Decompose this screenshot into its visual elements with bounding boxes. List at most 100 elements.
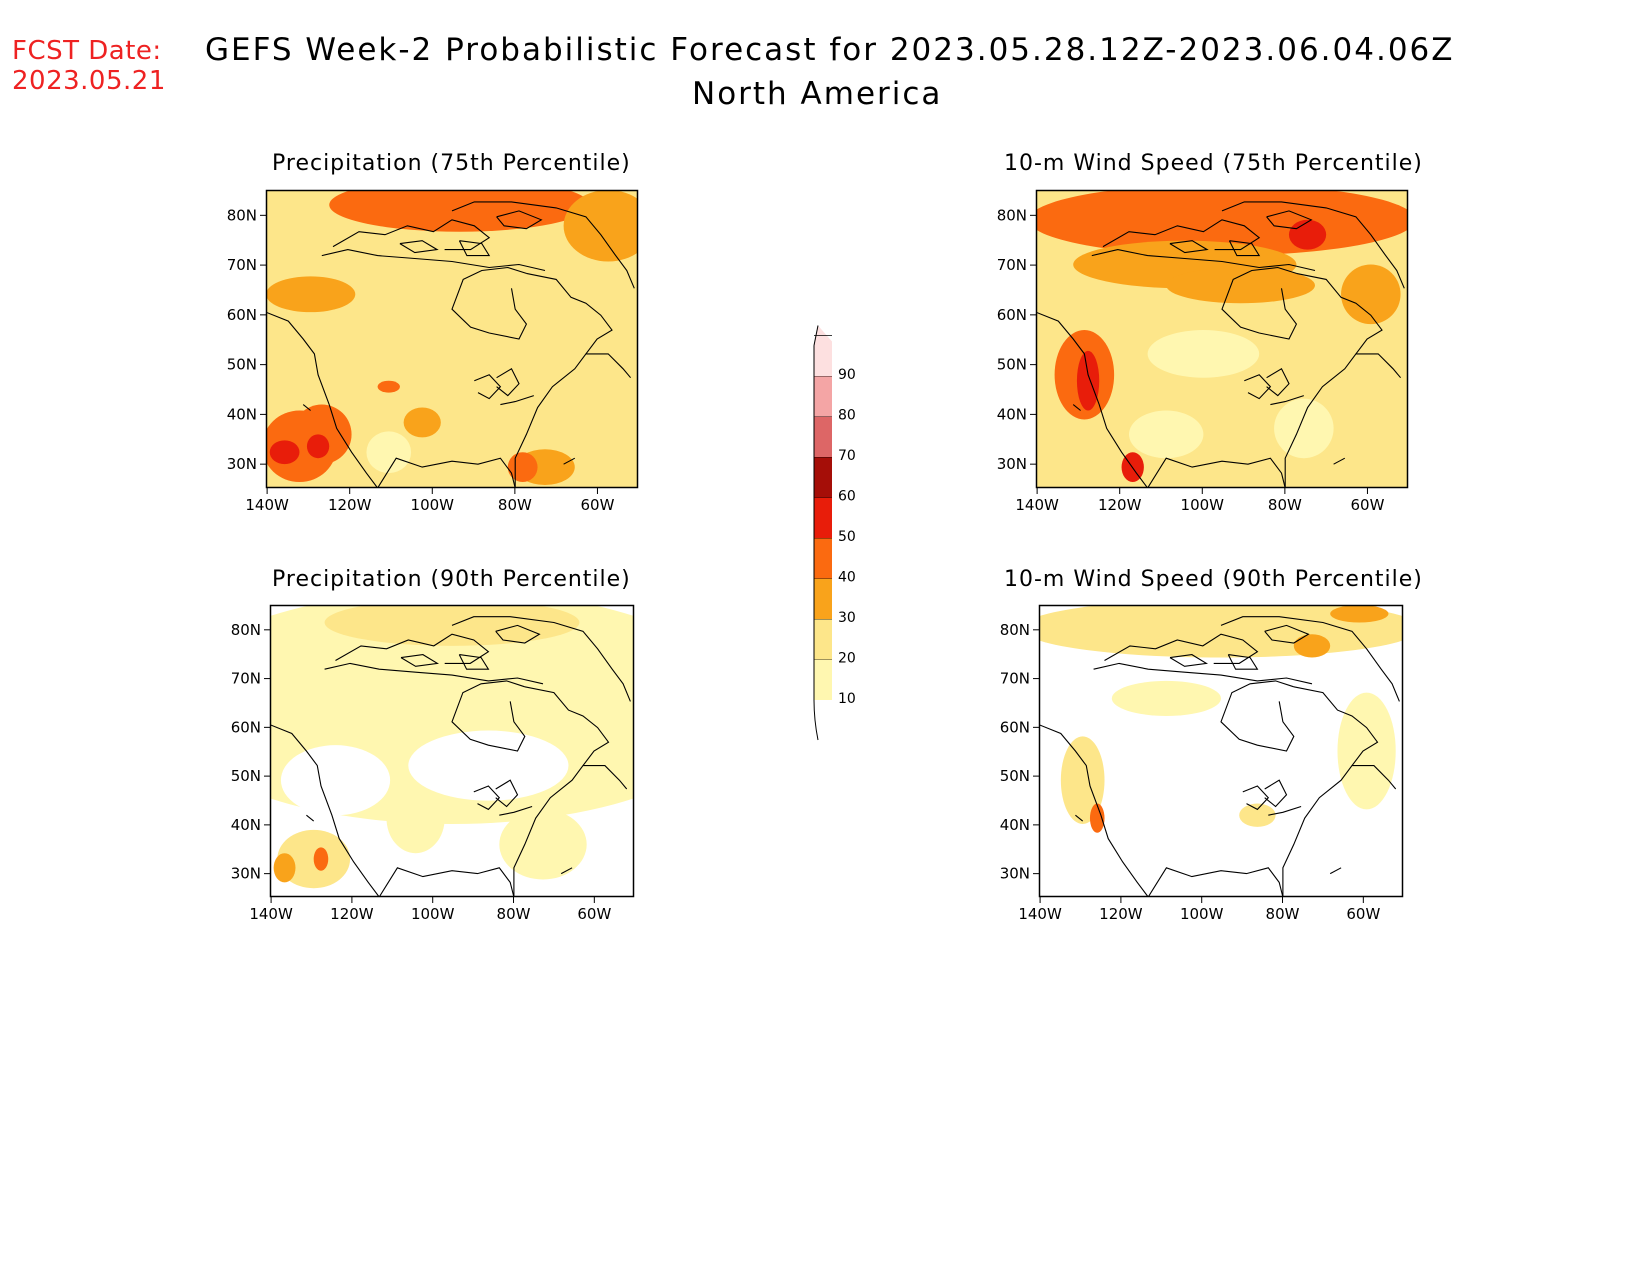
coastline: [400, 654, 440, 667]
map-panel-precip90: [269, 604, 635, 898]
coastline: [474, 374, 502, 400]
colorbar-label: 30: [838, 610, 856, 626]
lat-tick-label: 80N: [1000, 621, 1030, 639]
panel-title-wind75: 10-m Wind Speed (75th Percentile): [1004, 151, 1423, 176]
coastlines: [1036, 201, 1405, 488]
colorbar-segment: [814, 578, 832, 619]
lat-tick-label: 50N: [1000, 767, 1030, 785]
colorbar-segment: [814, 457, 832, 498]
coastline: [451, 616, 631, 702]
forecast-shading: [1039, 605, 1403, 833]
probability-region: [1076, 350, 1100, 411]
lat-tick-label: 30N: [231, 865, 261, 883]
lat-tick-label: 70N: [1000, 670, 1030, 688]
lon-tick-label: 120W: [328, 496, 372, 514]
coastline: [1293, 686, 1379, 766]
coastline: [560, 867, 573, 875]
colorbar-label: 80: [838, 408, 856, 424]
probability-region: [1129, 410, 1204, 459]
lat-tick-label: 40N: [227, 405, 257, 423]
probability-region: [273, 853, 296, 883]
lat-tick-label: 40N: [231, 816, 261, 834]
lat-tick-label: 80N: [997, 206, 1027, 224]
colorbar-top-cap: [813, 325, 819, 346]
lon-tick-label: 100W: [411, 905, 455, 923]
lon-tick-label: 100W: [1181, 496, 1225, 514]
forecast-shading: [266, 190, 638, 488]
coastline: [1093, 662, 1313, 685]
lon-tick-label: 60W: [580, 496, 614, 514]
coastline: [1072, 404, 1081, 411]
coastline: [563, 457, 576, 465]
coastlines: [1039, 616, 1400, 897]
coastline: [1282, 765, 1397, 897]
colorbar-segment: [814, 497, 832, 538]
probability-region: [266, 276, 356, 313]
forecast-date-label: FCST Date: 2023.05.21: [12, 36, 166, 96]
coastline: [1268, 805, 1302, 816]
lon-tick-label: 140W: [1018, 905, 1062, 923]
probability-region: [1166, 267, 1315, 304]
coastline: [324, 662, 544, 685]
probability-region: [563, 190, 638, 262]
coastline: [1039, 724, 1149, 897]
probability-region: [499, 809, 587, 880]
lat-tick-label: 60N: [227, 306, 257, 324]
lon-tick-label: 140W: [249, 905, 293, 923]
probability-region: [1330, 605, 1389, 623]
probability-region: [407, 309, 572, 369]
axes-wind75: 80N 70N 60N 50N 40N 30N 140W 120W 100W 80W 60W: [997, 206, 1385, 514]
lon-tick-label: 140W: [1015, 496, 1059, 514]
lat-tick-label: 50N: [997, 356, 1027, 374]
lat-tick-label: 50N: [231, 767, 261, 785]
probability-region: [292, 404, 352, 465]
coastline: [499, 805, 533, 816]
coastline: [458, 240, 491, 257]
coastline: [266, 311, 379, 488]
coastline: [451, 266, 528, 340]
coastline: [451, 680, 526, 752]
forecast-shading: [270, 605, 634, 889]
coastline: [1333, 457, 1346, 465]
probability-region: [403, 407, 441, 438]
coastline: [1147, 457, 1286, 488]
panel-title-precip75: Precipitation (75th Percentile): [272, 151, 631, 176]
coastline: [1264, 624, 1310, 644]
coastline: [1244, 374, 1272, 400]
lon-tick-label: 140W: [245, 496, 289, 514]
coastline: [306, 814, 315, 822]
coastline: [473, 785, 501, 811]
coastline: [1266, 210, 1313, 230]
lon-tick-label: 80W: [498, 496, 532, 514]
lon-tick-label: 100W: [1180, 905, 1224, 923]
lat-tick-label: 70N: [227, 256, 257, 274]
probability-region: [1111, 680, 1221, 716]
lat-tick-label: 80N: [231, 621, 261, 639]
lat-tick-label: 70N: [997, 256, 1027, 274]
probability-region: [313, 847, 329, 871]
coastline: [500, 395, 534, 406]
coastline: [1075, 814, 1084, 822]
probability-region: [1089, 803, 1105, 833]
colorbar-label: 20: [838, 651, 856, 667]
colorbar-label: 50: [838, 529, 856, 545]
coastline: [1220, 616, 1400, 702]
coastline: [1228, 240, 1261, 257]
lat-tick-label: 60N: [1000, 718, 1030, 736]
colorbar-label: 90: [838, 367, 856, 383]
coastline: [1169, 654, 1209, 667]
coastline: [270, 724, 380, 897]
probability-region: [280, 745, 391, 816]
coastline: [496, 368, 520, 397]
lon-tick-label: 60W: [1350, 496, 1384, 514]
coastline: [495, 779, 519, 808]
colorbar-segment: [814, 659, 832, 700]
coastline: [1266, 368, 1290, 397]
fcst-date-caption: FCST Date:: [12, 36, 162, 66]
lat-tick-label: 40N: [997, 405, 1027, 423]
lon-tick-label: 80W: [1266, 905, 1300, 923]
colorbar-bottom-cap: [813, 699, 819, 741]
coastline: [302, 404, 311, 411]
probability-region: [1274, 398, 1334, 459]
map-frame: [1038, 604, 1404, 898]
